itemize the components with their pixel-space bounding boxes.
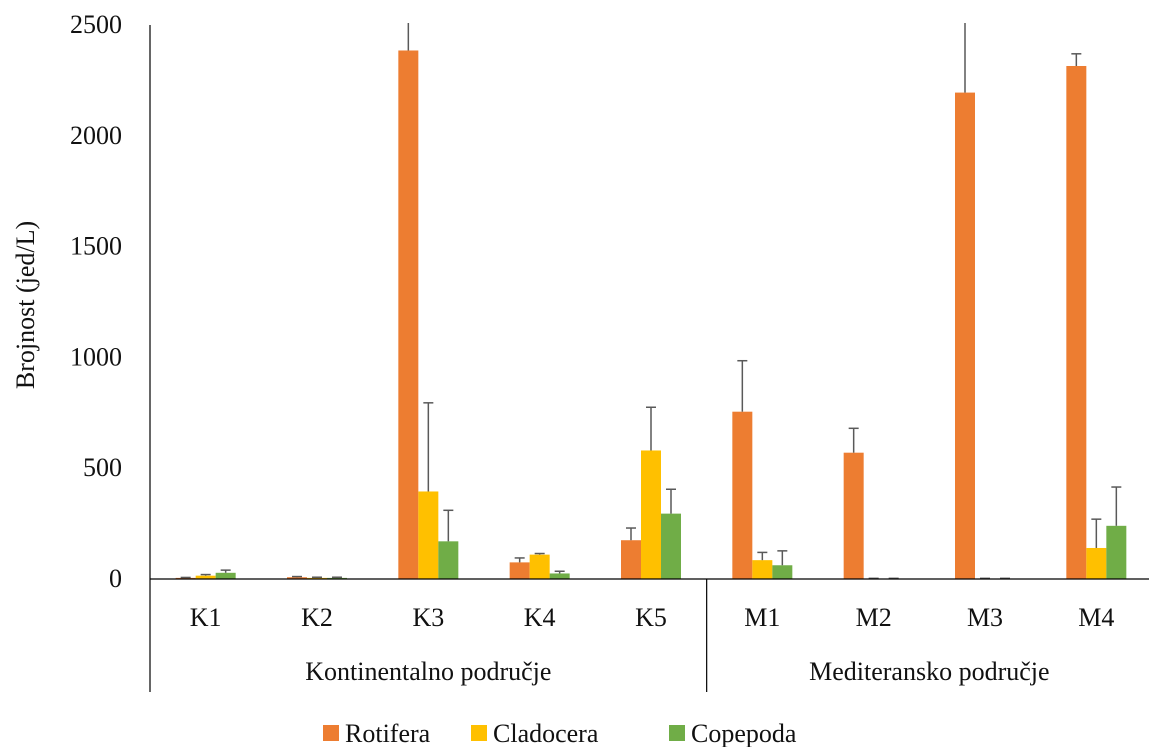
bar-rotifera-k5 [621, 540, 641, 579]
x-tick-label: K5 [635, 603, 667, 632]
bar-rotifera-m3 [955, 92, 975, 579]
legend: Rotifera Cladocera Copepoda [323, 719, 797, 747]
bars [175, 23, 1127, 580]
bar-rotifera-m4 [1066, 65, 1087, 580]
x-axis: K1 K2 K3 K4 K5 M1 M2 M3 M4 Kontinentalno područje… [149, 578, 1149, 692]
group-label: Kontinentalno područje [305, 657, 551, 686]
bar-cladocera-m4 [1086, 547, 1107, 579]
bar-copepoda-m1 [772, 565, 793, 579]
bar-rotifera-m2 [843, 452, 864, 579]
y-tick-label: 1500 [70, 232, 122, 261]
legend-label-rotifera: Rotifera [345, 719, 431, 747]
legend-label-copepoda: Copepoda [691, 719, 797, 747]
bar-rotifera-k3 [398, 50, 419, 579]
bar-rotifera-k2 [287, 577, 307, 579]
bar-cladocera-k3 [418, 491, 439, 579]
bar-rotifera-k4 [509, 562, 530, 579]
legend-swatch-copepoda [669, 725, 685, 741]
bar-rotifera-m1 [732, 411, 753, 579]
bar-cladocera-k4 [529, 554, 550, 579]
y-axis: 0 500 1000 1500 2000 2500 [70, 10, 151, 593]
bar-cladocera-k5 [641, 450, 661, 579]
x-tick-label: M4 [1078, 603, 1114, 632]
x-tick-label: M1 [744, 603, 780, 632]
x-tick-label: M2 [856, 603, 892, 632]
y-tick-label: 500 [83, 453, 122, 482]
group-label: Mediteransko područje [809, 657, 1049, 686]
bar-copepoda-k1 [215, 572, 236, 579]
x-tick-label: K2 [301, 603, 333, 632]
bar-copepoda-k3 [438, 541, 459, 579]
legend-swatch-rotifera [323, 725, 339, 741]
y-axis-title: Brojnost (jed/L) [11, 221, 40, 389]
bar-cladocera-k1 [195, 575, 216, 579]
x-tick-label: K1 [190, 603, 222, 632]
x-tick-label: K3 [412, 603, 444, 632]
bar-copepoda-k4 [549, 573, 570, 579]
y-tick-label: 1000 [70, 342, 122, 371]
x-tick-label: M3 [967, 603, 1003, 632]
y-tick-label: 2000 [70, 121, 122, 150]
bar-copepoda-k5 [661, 513, 681, 579]
bar-cladocera-m1 [752, 560, 773, 579]
legend-label-cladocera: Cladocera [493, 719, 599, 747]
y-tick-label: 0 [109, 564, 122, 593]
y-tick-label: 2500 [70, 10, 122, 39]
x-tick-label: K4 [524, 603, 556, 632]
bar-copepoda-m4 [1106, 525, 1127, 579]
legend-swatch-cladocera [471, 725, 487, 741]
